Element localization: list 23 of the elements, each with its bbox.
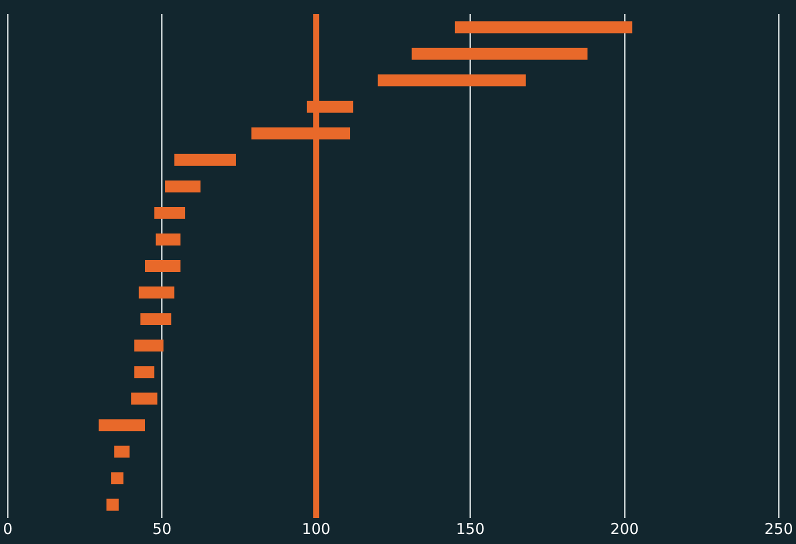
bar <box>144 260 180 272</box>
bar <box>131 392 158 405</box>
bar <box>140 313 172 326</box>
bar <box>165 180 200 192</box>
bar <box>114 446 130 458</box>
bar <box>134 366 154 378</box>
bar <box>156 234 180 246</box>
x-tick-label: 250 <box>764 520 794 538</box>
bar <box>154 206 186 219</box>
x-tick-label: 50 <box>152 520 172 538</box>
x-tick-label: 150 <box>456 520 485 538</box>
x-tick-label: 100 <box>302 520 330 538</box>
bar <box>454 21 632 34</box>
bar <box>378 74 526 86</box>
bar <box>174 154 236 166</box>
bar <box>106 498 119 511</box>
bar <box>134 340 164 352</box>
bar <box>98 419 145 432</box>
bar <box>111 472 124 484</box>
bar <box>138 286 174 298</box>
bar <box>412 48 588 60</box>
x-tick-label: 200 <box>610 520 639 538</box>
x-tick-label: 0 <box>3 520 13 538</box>
